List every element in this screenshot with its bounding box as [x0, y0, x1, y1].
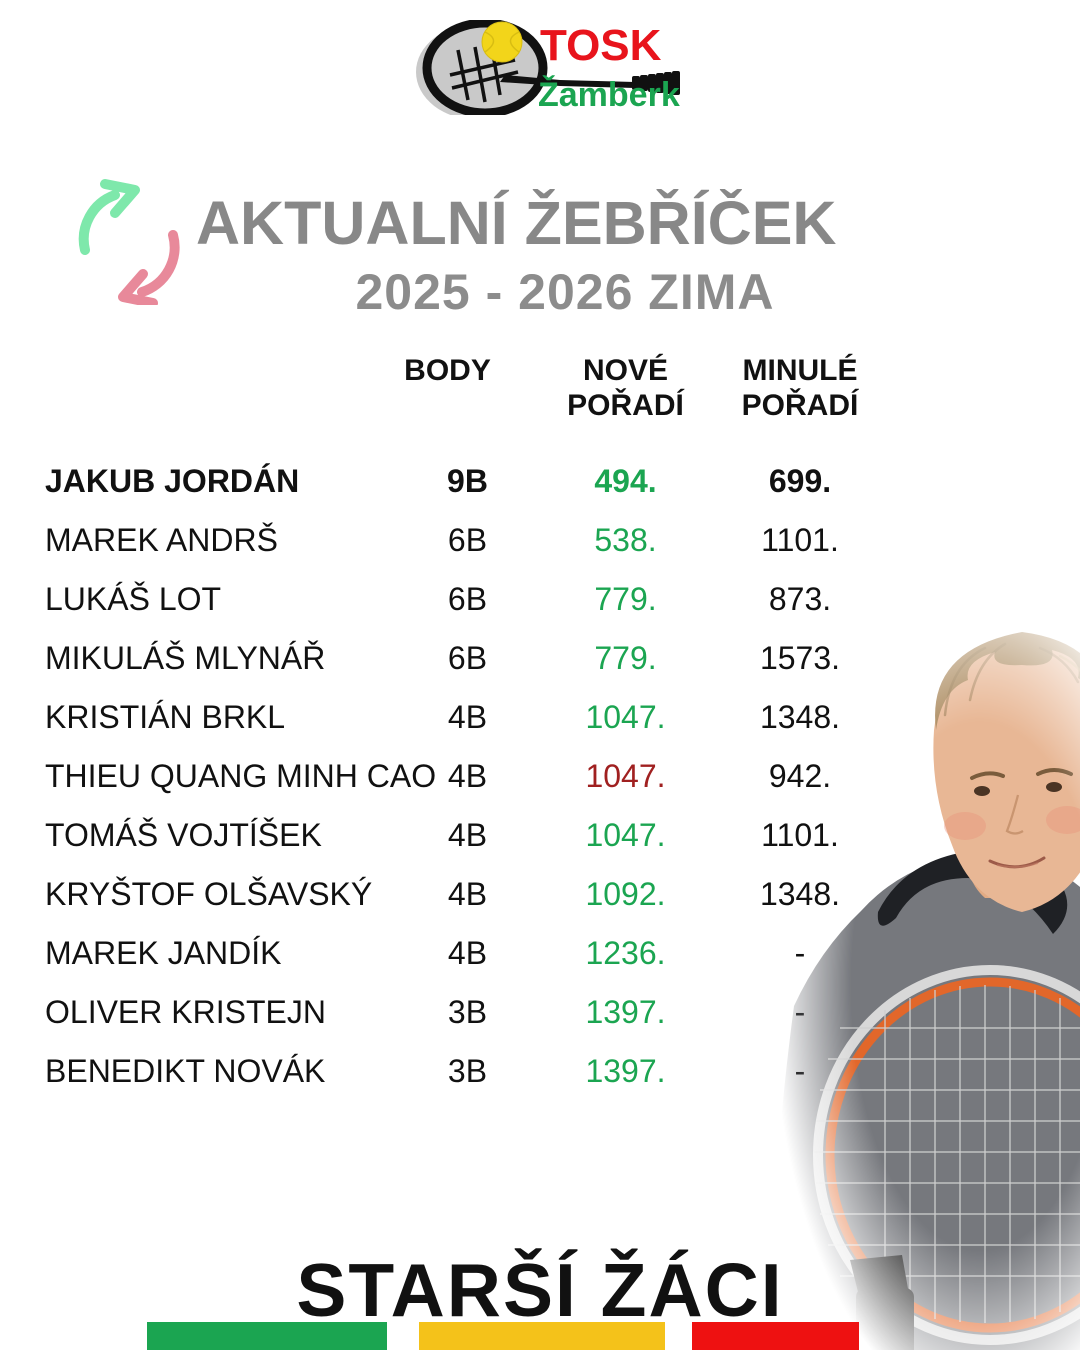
svg-text:TOSK: TOSK: [540, 21, 662, 70]
svg-text:Žamberk: Žamberk: [538, 76, 680, 114]
